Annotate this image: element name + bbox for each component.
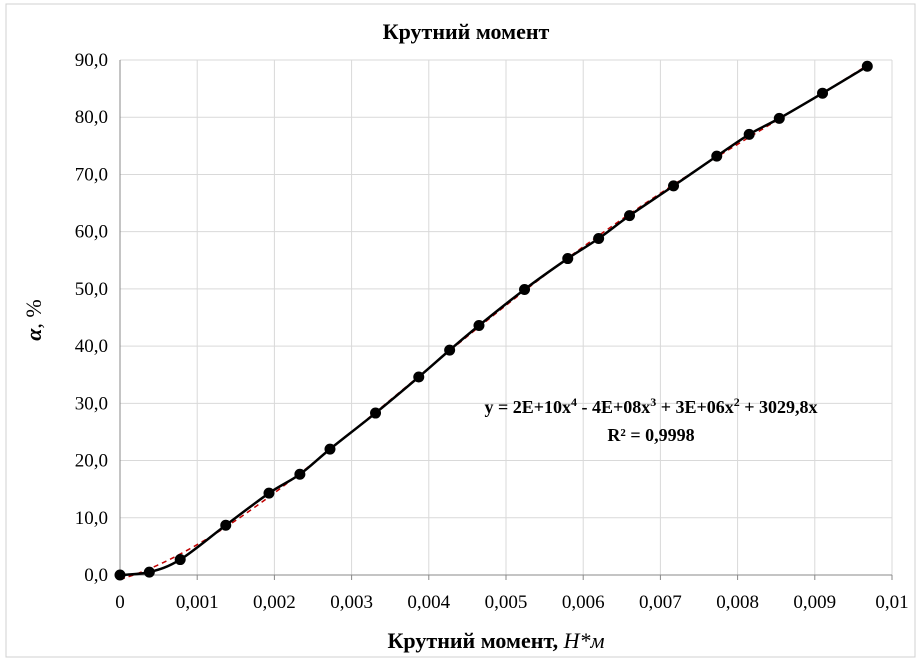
data-point [174,554,186,566]
y-tick-label: 60,0 [75,222,108,243]
data-point [114,569,126,581]
data-point [773,112,785,124]
x-tick-label: 0,009 [793,592,836,613]
chart-title: Крутний момент [383,19,550,44]
eq-sup-3: 3 [650,395,656,409]
data-point [143,566,155,578]
data-point [220,519,232,531]
y-tick-label: 40,0 [75,336,108,357]
data-point [562,253,574,265]
y-tick-label: 0,0 [84,565,108,586]
data-point [519,283,531,295]
eq-sup-2: 2 [734,395,740,409]
x-tick-label: 0,003 [330,592,373,613]
data-point [711,150,723,162]
y-tick-label: 20,0 [75,451,108,472]
data-point [624,210,636,222]
eq-suffix: + 3029,8x [740,397,818,417]
x-axis-title-unit: Н*м [563,628,605,653]
data-point [817,87,829,99]
data-point [743,128,755,140]
chart-frame [5,3,916,658]
x-tick-label: 0,005 [485,592,528,613]
axis-layer: 0 0,001 0,002 0,003 0,004 0,005 0,006 0,007 0,00… [75,50,909,613]
data-point [861,60,873,72]
x-tick-label: 0,002 [253,592,296,613]
data-point [413,371,425,383]
x-tick-label: 0,01 [875,592,908,613]
y-tick-label: 70,0 [75,164,108,185]
data-point [473,320,485,332]
grid-layer [120,59,893,575]
data-point [324,443,336,455]
x-tick-label: 0,001 [176,592,219,613]
x-tick-label: 0,008 [716,592,759,613]
y-tick-label: 50,0 [75,279,108,300]
x-tick-label: 0 [115,592,125,613]
data-point [294,468,306,480]
data-point [370,407,382,419]
series-layer [114,60,873,581]
x-tick-label: 0,006 [562,592,605,613]
trendline-r2: R² = 0,9998 [607,425,694,445]
y-tick-label: 80,0 [75,107,108,128]
y-tick-label: 30,0 [75,393,108,414]
data-point [263,487,275,499]
eq-mid-1: - 4E+08x [577,397,650,417]
y-tick-label: 90,0 [75,50,108,71]
y-axis-title: α, % [21,299,46,341]
x-tick-label: 0,007 [639,592,682,613]
x-axis-title: Крутний момент, Н*м [387,628,604,653]
y-axis-title-symbol: α [21,328,46,341]
data-point [593,233,605,245]
data-point [444,344,456,356]
x-tick-label: 0,004 [407,592,450,613]
x-axis-title-text: Крутний момент, [387,628,563,653]
y-tick-label: 10,0 [75,508,108,529]
trendline-equation: y = 2E+10x4 - 4E+08x3 + 3E+06x2 + 3029,8… [484,395,817,417]
y-axis-title-unit: , % [21,299,46,328]
eq-sup-4: 4 [571,395,577,409]
data-point [668,180,680,192]
eq-mid-2: + 3E+06x [656,397,734,417]
eq-prefix: y = 2E+10x [484,397,571,417]
